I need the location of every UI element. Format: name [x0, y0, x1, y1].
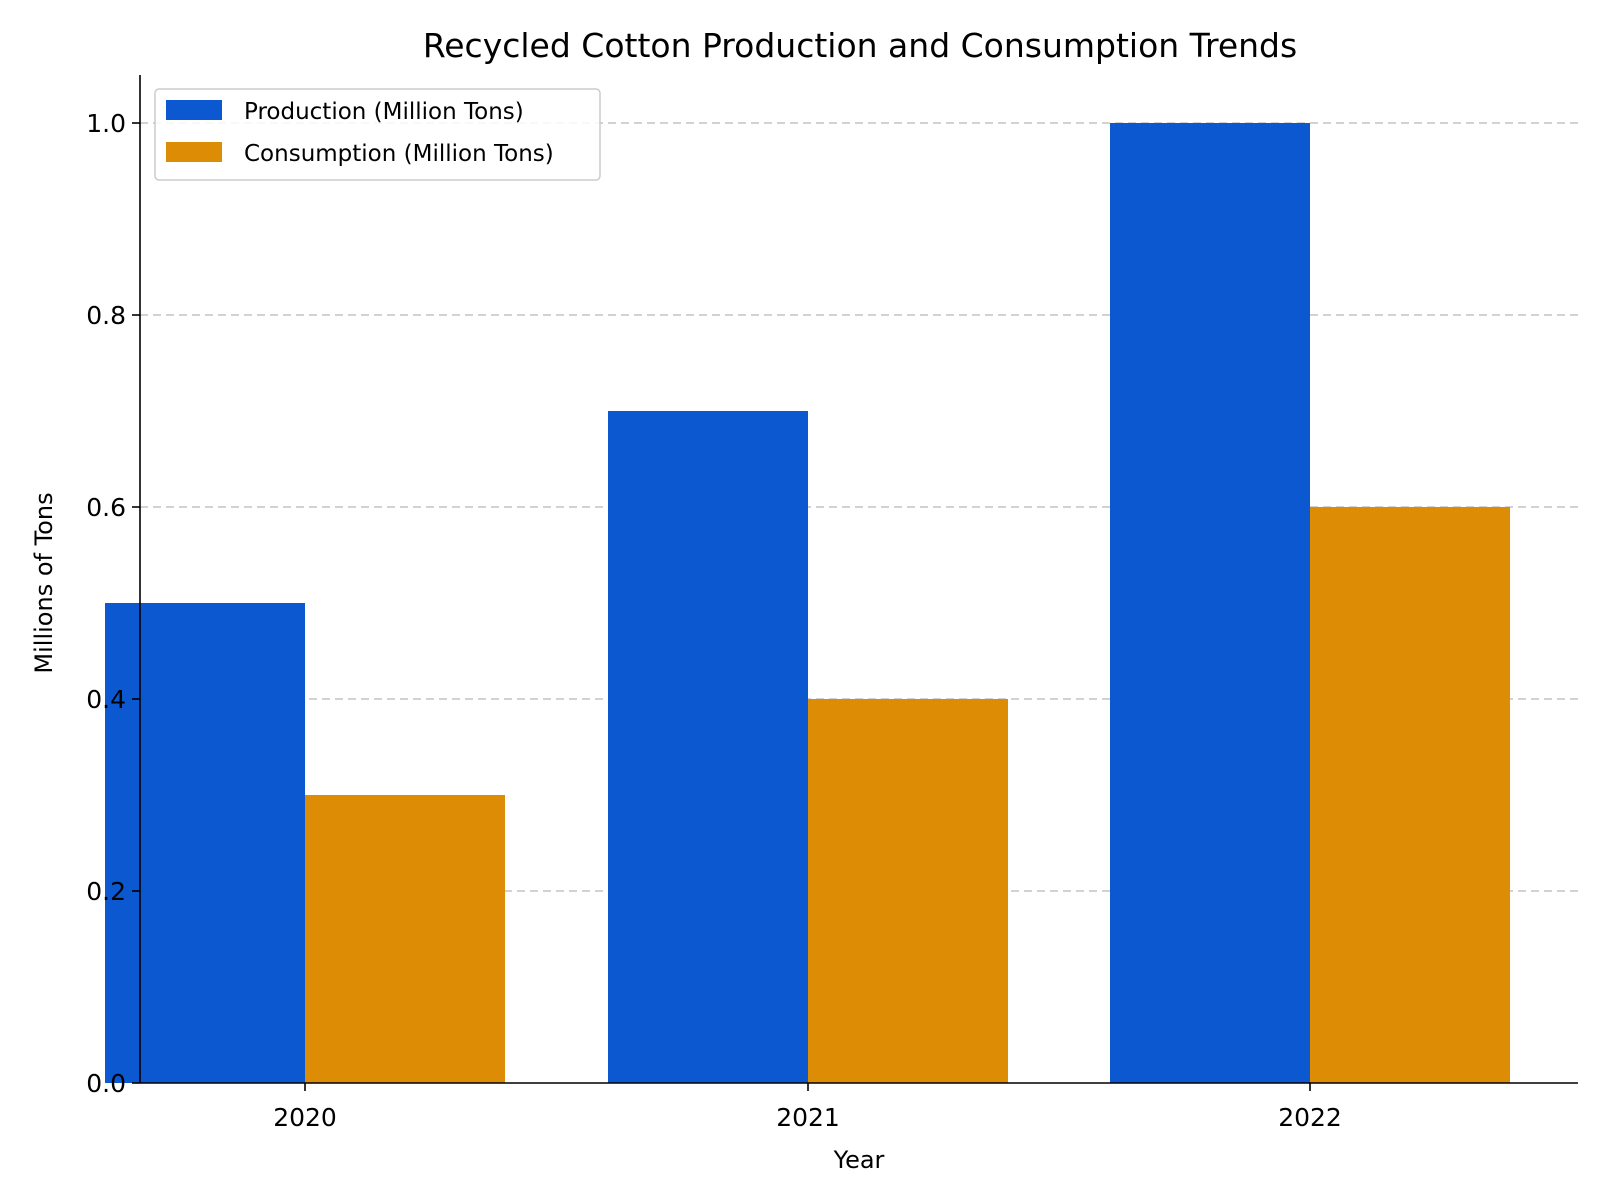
bars	[105, 123, 1510, 1083]
axes	[139, 75, 1578, 1084]
x-axis-label: Year	[833, 1146, 885, 1174]
y-tick-label: 0.8	[86, 301, 126, 330]
x-tick-label: 2021	[776, 1103, 840, 1132]
bar-production-2022	[1110, 123, 1310, 1083]
y-tick-label: 1.0	[86, 109, 126, 138]
legend-label-consumption: Consumption (Million Tons)	[244, 141, 554, 167]
y-tick-label: 0.0	[86, 1069, 126, 1098]
legend-frame	[154, 88, 601, 181]
bar-consumption-2021	[808, 699, 1008, 1083]
legend-label-production: Production (Million Tons)	[244, 99, 524, 125]
x-tick-label: 2022	[1278, 1103, 1342, 1132]
legend-swatch-production	[166, 100, 222, 120]
bar-production-2021	[608, 411, 808, 1083]
y-tick-label: 0.6	[86, 493, 126, 522]
y-axis-label: Millions of Tons	[30, 492, 58, 673]
bar-production-2020	[105, 603, 305, 1083]
legend-swatch-consumption	[166, 142, 222, 162]
bar-consumption-2022	[1310, 507, 1510, 1083]
x-tick-label: 2020	[273, 1103, 337, 1132]
y-axis-ticks: 0.0 0.2 0.4 0.6 0.8 1.0	[86, 109, 140, 1098]
chart-title: Recycled Cotton Production and Consumpti…	[423, 26, 1297, 65]
y-tick-label: 0.2	[86, 877, 126, 906]
y-tick-label: 0.4	[86, 685, 126, 714]
legend: Production (Million Tons) Consumption (M…	[154, 88, 601, 181]
bar-consumption-2020	[305, 795, 505, 1083]
x-axis-ticks: 2020 2021 2022	[273, 1083, 1342, 1132]
